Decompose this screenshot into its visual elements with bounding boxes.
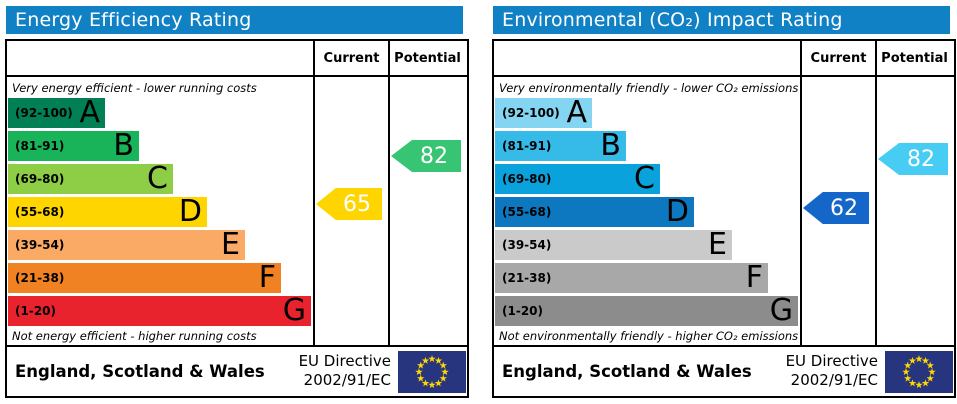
band-range: (81-91) <box>15 139 65 153</box>
band-range: (21-38) <box>502 271 552 285</box>
band-letter: B <box>113 128 134 163</box>
column-divider <box>388 41 390 347</box>
eu-directive-label: EU Directive 2002/91/EC <box>786 347 878 395</box>
band-range: (69-80) <box>502 172 552 186</box>
footer-region-label: England, Scotland & Wales <box>15 361 265 381</box>
band-letter: F <box>258 260 276 295</box>
band-row-c: (69-80) C <box>8 164 173 194</box>
band-range: (69-80) <box>15 172 65 186</box>
band-letter: C <box>147 161 168 196</box>
row-divider <box>7 345 467 347</box>
panel-title: Energy Efficiency Rating <box>6 6 463 34</box>
band-row-a: (92-100) A <box>495 98 592 128</box>
eu-directive-line1: EU Directive <box>298 352 391 370</box>
band-letter: C <box>634 161 655 196</box>
current-rating-arrow: 62 <box>803 192 869 224</box>
column-divider <box>313 41 315 347</box>
row-divider <box>7 75 467 77</box>
band-row-f: (21-38) F <box>8 263 281 293</box>
environmental-impact-panel: Environmental (CO₂) Impact Rating Curren… <box>492 6 956 398</box>
energy-efficiency-panel: Energy Efficiency Rating Current Potenti… <box>5 6 469 398</box>
band-range: (81-91) <box>502 139 552 153</box>
eu-flag-stars <box>902 355 936 389</box>
band-letter: G <box>282 293 306 328</box>
band-row-a: (92-100) A <box>8 98 105 128</box>
current-rating-value: 65 <box>343 191 371 217</box>
eu-directive-label: EU Directive 2002/91/EC <box>299 347 391 395</box>
top-note: Very environmentally friendly - lower CO… <box>499 81 799 95</box>
top-note: Very energy efficient - lower running co… <box>12 81 257 95</box>
current-rating-arrow: 65 <box>316 188 382 220</box>
current-column-header: Current <box>323 50 380 66</box>
band-range: (55-68) <box>15 205 65 219</box>
current-rating-value: 62 <box>830 195 858 221</box>
band-letter: F <box>745 260 763 295</box>
potential-rating-value: 82 <box>420 143 448 169</box>
potential-rating-arrow: 82 <box>391 140 461 172</box>
band-row-g: (1-20) G <box>8 296 311 326</box>
band-letter: B <box>600 128 621 163</box>
band-range: (92-100) <box>502 106 560 120</box>
band-range: (1-20) <box>502 304 543 318</box>
band-row-d: (55-68) D <box>495 197 694 227</box>
band-letter: G <box>769 293 793 328</box>
footer-region-label: England, Scotland & Wales <box>502 361 752 381</box>
band-letter: D <box>665 194 689 229</box>
band-row-e: (39-54) E <box>495 230 732 260</box>
band-row-f: (21-38) F <box>495 263 768 293</box>
rating-table: Current Potential Very environmentally f… <box>492 39 956 398</box>
eu-flag-stars <box>415 355 449 389</box>
column-divider <box>875 41 877 347</box>
band-letter: E <box>708 227 727 262</box>
eu-directive-line2: 2002/91/EC <box>303 371 391 389</box>
rating-table: Current Potential Very energy efficient … <box>5 39 469 398</box>
eu-flag-icon <box>398 351 466 393</box>
bottom-note: Not environmentally friendly - higher CO… <box>499 329 799 343</box>
column-divider <box>800 41 802 347</box>
bottom-note: Not energy efficient - higher running co… <box>12 329 257 343</box>
row-divider <box>494 75 954 77</box>
band-range: (55-68) <box>502 205 552 219</box>
band-range: (21-38) <box>15 271 65 285</box>
eu-directive-line1: EU Directive <box>785 352 878 370</box>
band-range: (92-100) <box>15 106 73 120</box>
band-letter: E <box>221 227 240 262</box>
eu-directive-line2: 2002/91/EC <box>790 371 878 389</box>
band-range: (1-20) <box>15 304 56 318</box>
band-letter: D <box>178 194 202 229</box>
band-letter: A <box>566 95 587 130</box>
band-row-d: (55-68) D <box>8 197 207 227</box>
potential-column-header: Potential <box>881 50 948 66</box>
band-row-c: (69-80) C <box>495 164 660 194</box>
current-column-header: Current <box>810 50 867 66</box>
band-row-b: (81-91) B <box>8 131 139 161</box>
potential-column-header: Potential <box>394 50 461 66</box>
potential-rating-value: 82 <box>907 146 935 172</box>
band-row-e: (39-54) E <box>8 230 245 260</box>
potential-rating-arrow: 82 <box>878 143 948 175</box>
band-letter: A <box>79 95 100 130</box>
eu-flag-icon <box>885 351 953 393</box>
band-row-g: (1-20) G <box>495 296 798 326</box>
band-range: (39-54) <box>502 238 552 252</box>
panel-title: Environmental (CO₂) Impact Rating <box>493 6 950 34</box>
band-range: (39-54) <box>15 238 65 252</box>
band-row-b: (81-91) B <box>495 131 626 161</box>
row-divider <box>494 345 954 347</box>
